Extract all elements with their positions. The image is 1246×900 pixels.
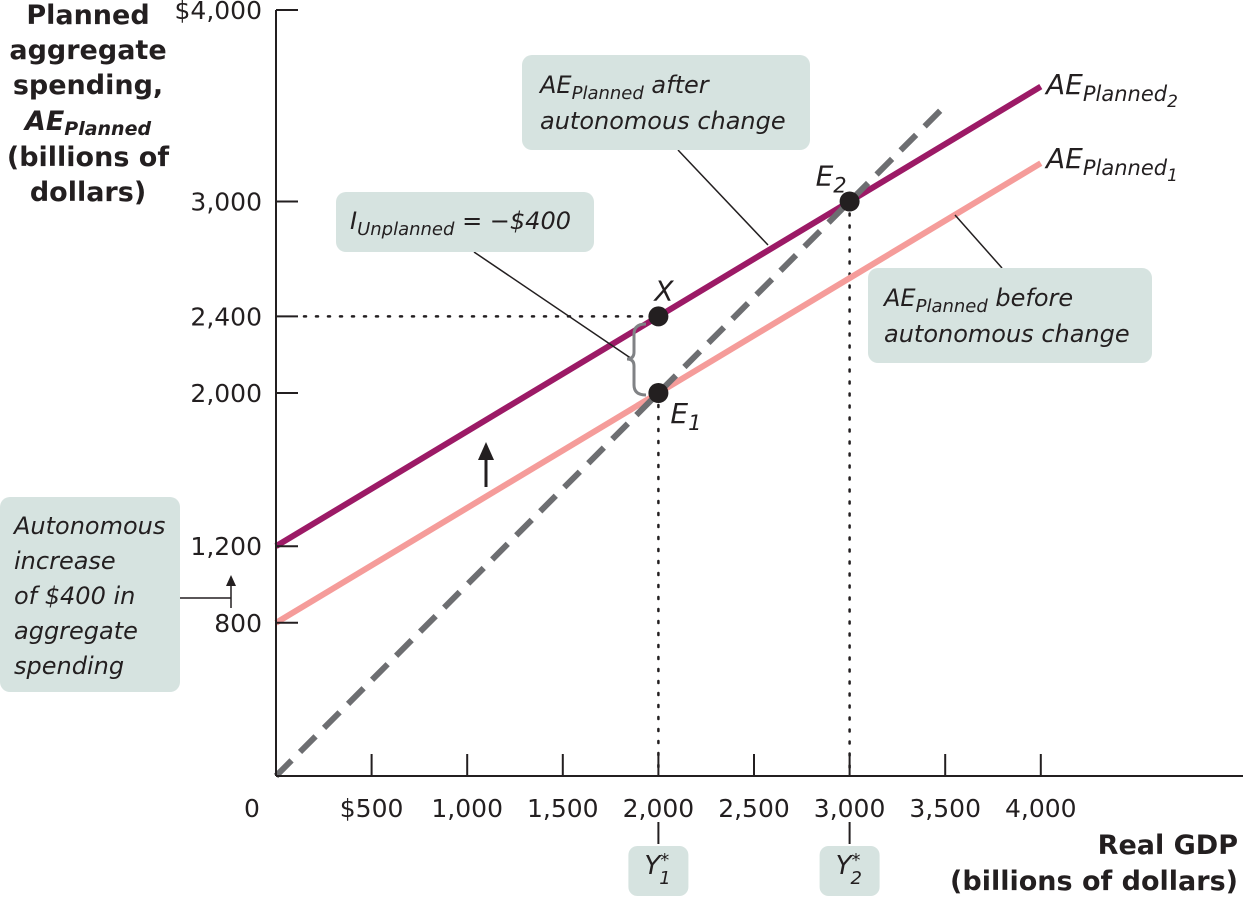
- series-line-line45: [273, 103, 948, 779]
- x-tick-label: 2,000: [623, 794, 695, 823]
- annotation-autonomous: Autonomous increase of $400 in aggregate…: [0, 497, 180, 692]
- svg-text:AEPlanned: AEPlanned: [23, 106, 152, 140]
- svg-text:increase: increase: [14, 547, 116, 575]
- leader-after: [677, 149, 769, 246]
- annotation-before: AEPlanned before autonomous change: [868, 268, 1152, 363]
- x-axis-title: Real GDP (billions of dollars): [950, 830, 1238, 897]
- series-label-ae2: AEPlanned2: [1044, 68, 1178, 112]
- svg-text:dollars): dollars): [30, 177, 146, 208]
- svg-text:Real GDP: Real GDP: [1098, 830, 1238, 861]
- y-tick-label: 3,000: [190, 188, 262, 217]
- svg-text:Planned: Planned: [26, 0, 149, 31]
- x-tick-label: 3,500: [909, 794, 981, 823]
- x-tick-label: 2,500: [718, 794, 790, 823]
- svg-text:(billions of dollars): (billions of dollars): [950, 866, 1238, 897]
- y-ticks: 800 1,200 2,000 2,400 3,000 $4,000: [175, 0, 298, 638]
- point-E2: [839, 191, 860, 212]
- points: E1 X E2: [648, 160, 860, 435]
- x-marker-label-2: Y* 2: [836, 850, 862, 889]
- point-label-X: X: [652, 274, 674, 307]
- svg-text:autonomous change: autonomous change: [540, 107, 786, 135]
- point-label-E2: E2: [816, 160, 847, 198]
- x-marker-box: [628, 846, 689, 896]
- annotation-after: AEPlanned after autonomous change: [522, 55, 810, 150]
- shift-up-arrow: [478, 442, 494, 487]
- point-label-E1: E1: [670, 397, 701, 435]
- y-tick-label: 2,400: [190, 302, 262, 331]
- guide-lines: [302, 200, 851, 778]
- svg-text:spending: spending: [14, 652, 124, 680]
- x-tick-label: 3,000: [814, 794, 886, 823]
- brace-unplanned: [626, 322, 647, 397]
- x-tick-label: 1,500: [527, 794, 599, 823]
- svg-text:AEPlanned after: AEPlanned after: [538, 71, 711, 104]
- point-E1: [648, 383, 669, 403]
- svg-text:IUnplanned = −$400: IUnplanned = −$400: [350, 207, 571, 240]
- x-ticks: $500 1,000 1,500 2,000 2,500 3,000 3,500 4,000: [340, 754, 1077, 823]
- x-marker-label-1: Y* 1: [644, 850, 670, 889]
- y-tick-label: 1,200: [190, 532, 262, 561]
- svg-text:Autonomous: Autonomous: [12, 512, 165, 540]
- x-markers: Y* 1 Y* 2: [628, 822, 880, 896]
- point-X: [648, 306, 669, 327]
- origin-label: 0: [244, 794, 260, 823]
- series-label-ae1: AEPlanned1: [1044, 142, 1178, 186]
- y-tick-label: $4,000: [175, 0, 262, 25]
- x-tick-label: 1,000: [431, 794, 503, 823]
- svg-text:aggregate: aggregate: [14, 617, 138, 645]
- y-tick-label: 2,000: [190, 379, 262, 408]
- svg-text:AEPlanned before: AEPlanned before: [882, 284, 1073, 317]
- x-tick-label: $500: [340, 794, 404, 823]
- svg-text:(billions of: (billions of: [7, 142, 169, 173]
- svg-text:autonomous change: autonomous change: [884, 320, 1130, 348]
- leader-unplanned: [473, 251, 633, 360]
- svg-text:aggregate: aggregate: [9, 35, 166, 66]
- x-tick-label: 4,000: [1005, 794, 1077, 823]
- svg-text:spending,: spending,: [13, 70, 163, 101]
- annotation-unplanned: IUnplanned = −$400: [336, 192, 594, 252]
- y-tick-label: 800: [214, 609, 262, 638]
- svg-text:of $400 in: of $400 in: [14, 582, 135, 610]
- autonomous-connector: [180, 575, 236, 608]
- leader-before: [954, 214, 1003, 269]
- x-marker-box: [819, 846, 880, 896]
- y-axis-title: Planned aggregate spending, AEPlanned (b…: [7, 0, 169, 208]
